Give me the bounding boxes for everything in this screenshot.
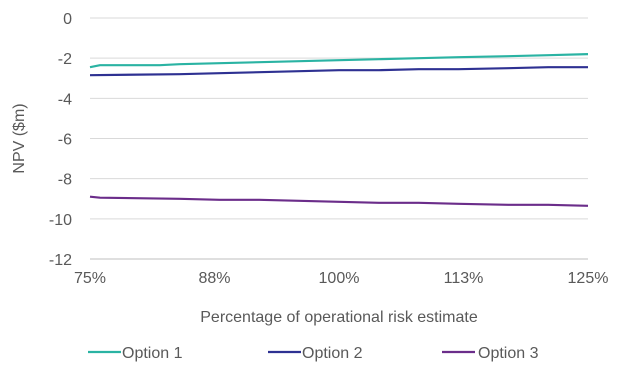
- gridlines: [90, 17, 588, 220]
- legend: Option 1 Option 2 Option 3: [88, 345, 539, 362]
- x-tick-label: 125%: [568, 270, 609, 287]
- legend-label-2: Option 2: [302, 345, 363, 362]
- series-lines: [89, 53, 589, 207]
- y-tick-label: -2: [58, 51, 72, 68]
- y-tick-label: 0: [63, 11, 72, 28]
- legend-label-3: Option 3: [478, 345, 539, 362]
- x-tick-label: 75%: [74, 270, 106, 287]
- x-tick-label: 100%: [319, 270, 360, 287]
- y-tick-label: -6: [58, 132, 72, 149]
- y-tick-label: -12: [49, 252, 72, 269]
- x-tick-label: 113%: [444, 270, 484, 287]
- x-tick-label: 88%: [198, 270, 230, 287]
- y-tick-label: -8: [58, 172, 72, 189]
- y-axis-title: NPV ($m): [11, 103, 28, 173]
- y-tick-label: -4: [58, 91, 72, 108]
- series-line-1: [89, 53, 589, 69]
- series-line-3: [89, 195, 589, 207]
- series-line-2: [89, 66, 588, 77]
- legend-label-1: Option 1: [122, 345, 183, 362]
- y-tick-label: -10: [49, 212, 72, 229]
- x-axis-title: Percentage of operational risk estimate: [200, 309, 478, 326]
